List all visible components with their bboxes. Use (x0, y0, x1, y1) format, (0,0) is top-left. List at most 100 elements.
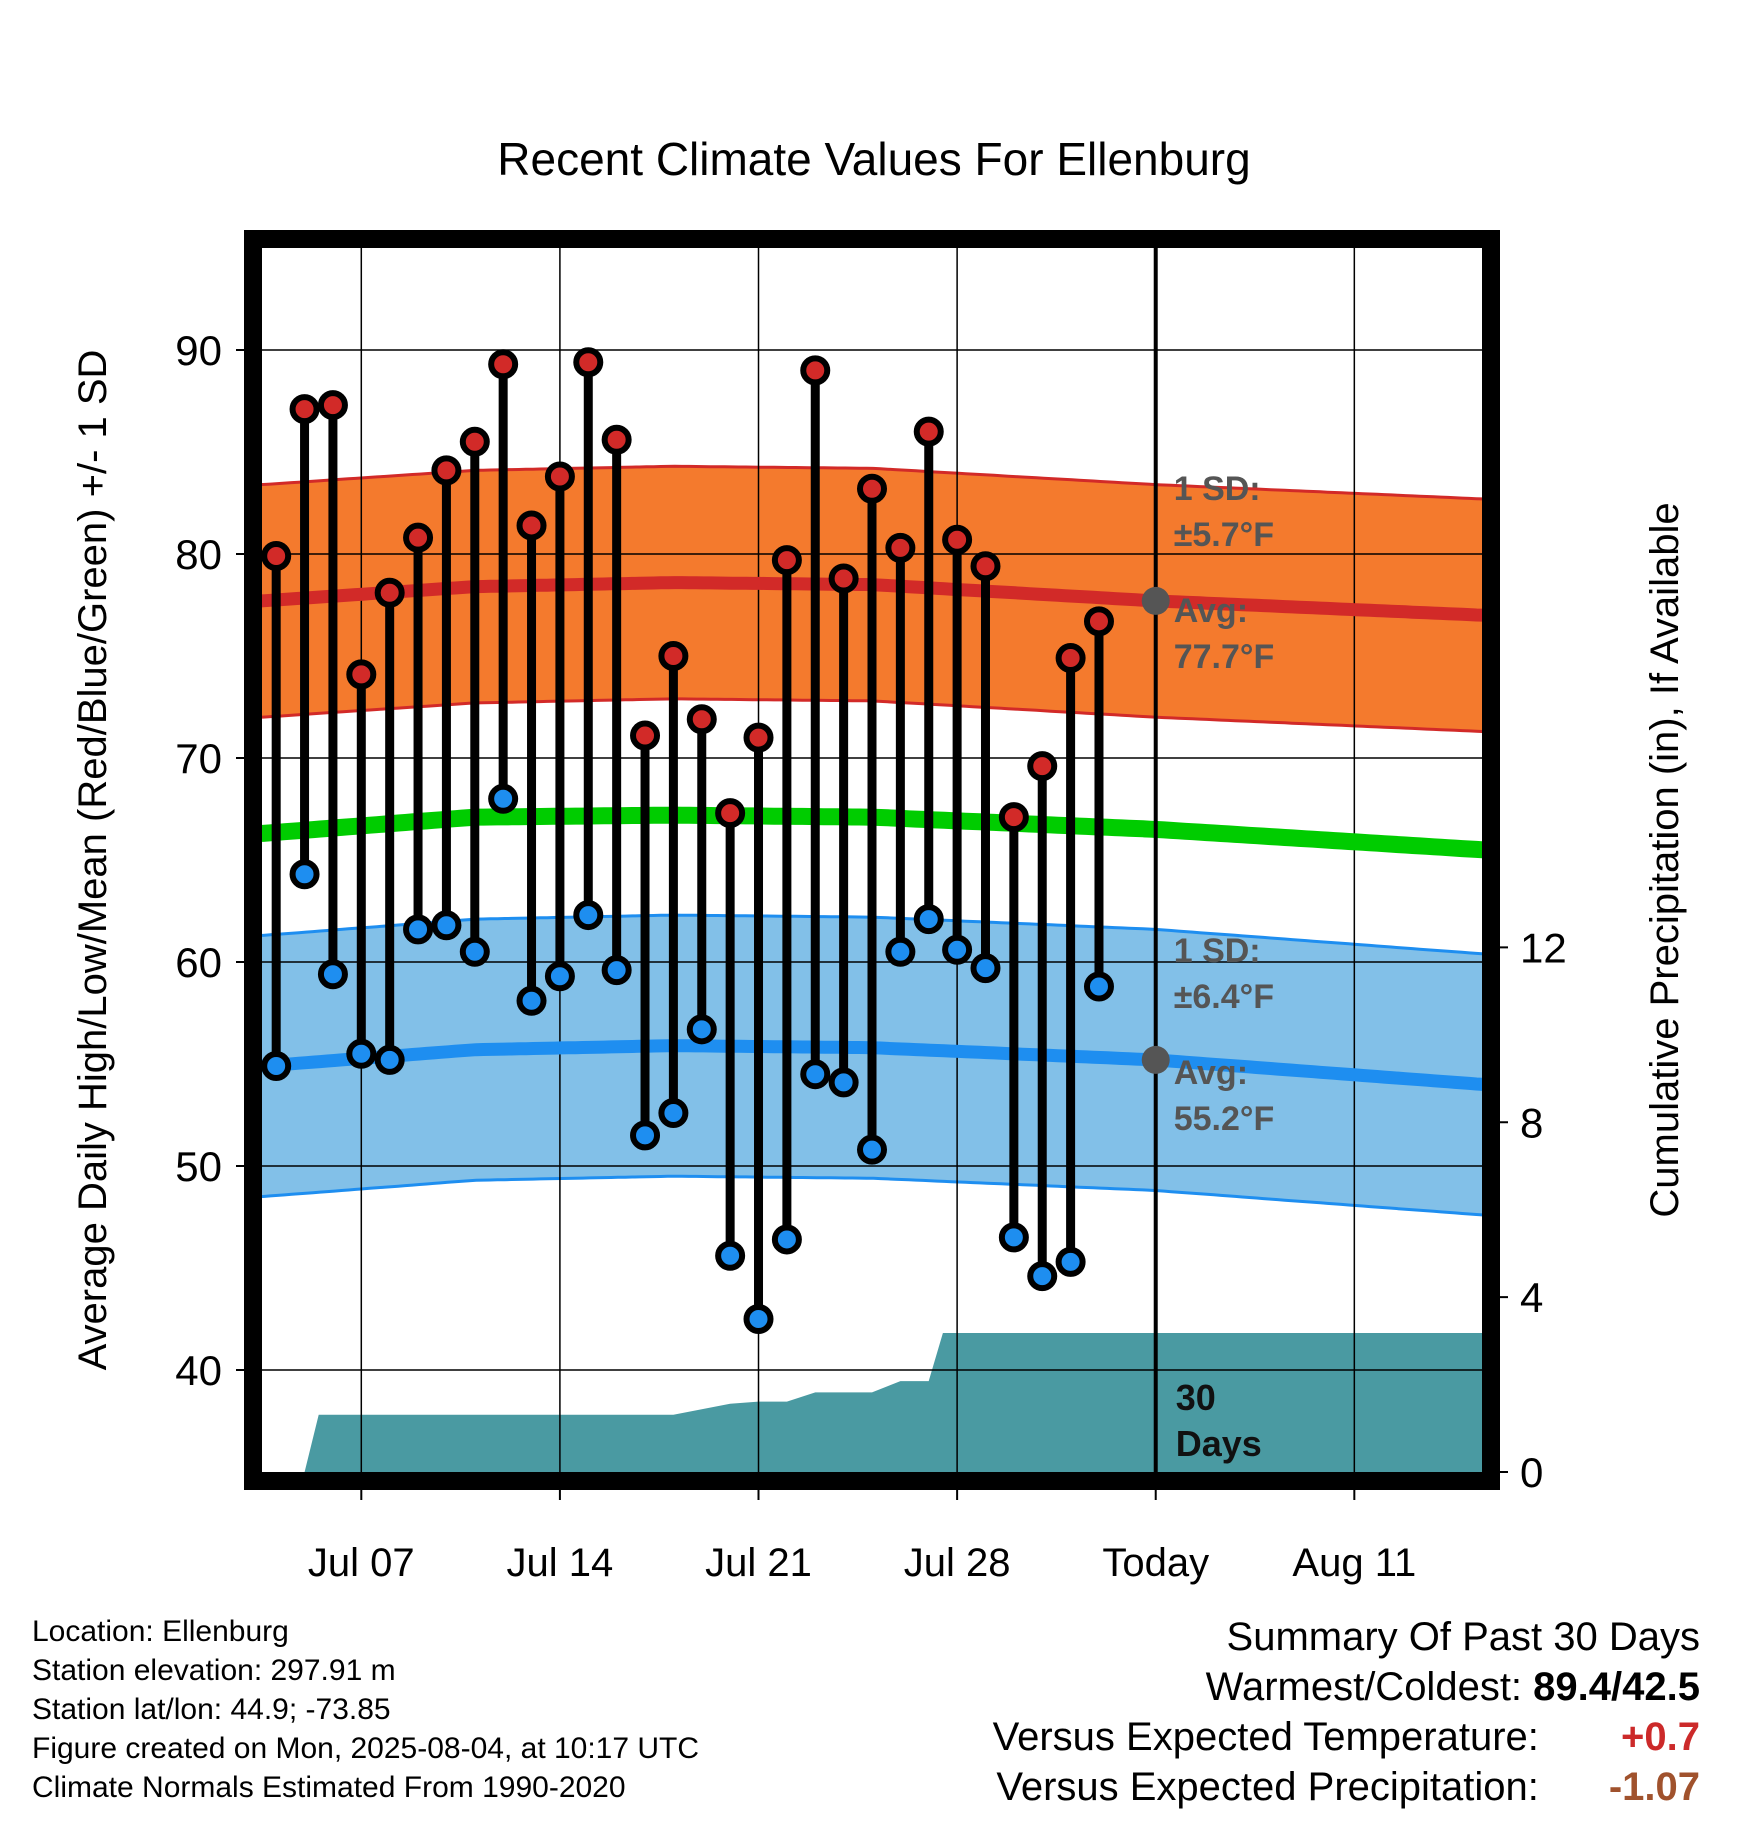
high-sd-label: 1 SD: (1174, 470, 1261, 508)
obs-high-point (998, 802, 1029, 833)
y2-tick-label: 8 (1520, 1099, 1543, 1146)
obs-low-point (658, 1097, 689, 1128)
obs-low-point (715, 1240, 746, 1271)
obs-high-point (743, 722, 774, 753)
y-tick-label: 50 (175, 1143, 222, 1190)
plot-area (262, 248, 1482, 1472)
obs-low-point (374, 1044, 405, 1075)
climate-chart: Recent Climate Values For Ellenburg 1 SD:… (71, 133, 1687, 1585)
obs-high-point (913, 416, 944, 447)
obs-low-point (998, 1222, 1029, 1253)
temp-label: Versus Expected Temperature: (992, 1715, 1539, 1759)
obs-low-point (1083, 971, 1114, 1002)
obs-low-point (857, 1134, 887, 1165)
station-info: Location: Ellenburg Station elevation: 2… (32, 1612, 699, 1807)
obs-high-point (601, 424, 632, 455)
obs-low-point (459, 936, 490, 967)
obs-low-point (913, 904, 944, 935)
obs-low-point (601, 955, 632, 986)
obs-high-point (1055, 643, 1086, 674)
obs-high-point (970, 551, 1001, 582)
chart-title: Recent Climate Values For Ellenburg (497, 133, 1250, 185)
obs-low-point (630, 1120, 661, 1151)
y2-tick-label: 12 (1520, 924, 1567, 971)
obs-low-point (1055, 1246, 1086, 1277)
obs-low-point (431, 910, 462, 941)
obs-high-point (488, 349, 519, 380)
obs-high-point (573, 347, 604, 378)
x-tick-label: Jul 07 (308, 1541, 415, 1585)
y-tick-label: 60 (175, 939, 222, 986)
obs-high-point (317, 390, 348, 421)
obs-low-point (686, 1014, 717, 1045)
elevation-text: Station elevation: 297.91 m (32, 1654, 396, 1687)
precip-area (304, 1333, 1482, 1472)
obs-high-point (800, 355, 831, 386)
today-low-avg-marker (1141, 1045, 1170, 1074)
days-count-label: 30 (1176, 1377, 1216, 1418)
y-tick-label: 40 (175, 1347, 222, 1394)
obs-low-point (970, 953, 1001, 984)
high-sd-value: ±5.7°F (1174, 516, 1274, 554)
low-sd-value: ±6.4°F (1174, 978, 1274, 1016)
low-avg-value: 55.2°F (1174, 1100, 1275, 1138)
obs-high-point (771, 545, 802, 576)
obs-high-point (346, 659, 377, 690)
obs-low-point (743, 1304, 774, 1334)
obs-high-point (885, 532, 916, 563)
location-text: Location: Ellenburg (32, 1615, 289, 1648)
days-word-label: Days (1176, 1423, 1262, 1464)
obs-high-point (1027, 751, 1058, 782)
y2-axis-title: Cumulative Precipitation (in), If Availa… (1643, 502, 1687, 1217)
temp-value: +0.7 (1621, 1715, 1700, 1759)
obs-high-point (289, 394, 320, 425)
obs-low-point (289, 859, 320, 890)
y-tick-label: 90 (175, 327, 222, 374)
obs-low-point (771, 1224, 802, 1255)
obs-high-point (658, 641, 689, 671)
normals-text: Climate Normals Estimated From 1990-2020 (32, 1771, 626, 1804)
warm-cold-value: 89.4/42.5 (1533, 1665, 1700, 1709)
y-tick-label: 80 (175, 531, 222, 578)
x-tick-label: Aug 11 (1292, 1541, 1416, 1585)
obs-high-point (459, 426, 490, 457)
obs-high-point (630, 720, 661, 751)
y2-tick-label: 4 (1520, 1274, 1543, 1321)
summary-temp: Versus Expected Temperature: +0.7 (993, 1712, 1700, 1762)
obs-low-point (346, 1038, 377, 1069)
obs-low-point (317, 959, 348, 990)
obs-low-point (885, 936, 916, 967)
low-avg-label: Avg: (1174, 1054, 1248, 1092)
y2-tick-label: 0 (1520, 1449, 1543, 1496)
obs-low-point (1027, 1261, 1058, 1292)
x-tick-label: Jul 28 (904, 1541, 1011, 1585)
summary-precip: Versus Expected Precipitation: -1.07 (993, 1762, 1700, 1812)
obs-high-point (403, 522, 434, 553)
obs-high-point (262, 541, 292, 572)
obs-high-point (374, 577, 405, 608)
obs-high-point (1083, 606, 1114, 637)
obs-low-point (516, 985, 547, 1016)
summary-panel: Summary Of Past 30 Days Warmest/Coldest:… (993, 1612, 1700, 1812)
x-tick-label: Jul 21 (705, 1541, 812, 1585)
obs-high-point (686, 704, 717, 735)
summary-title: Summary Of Past 30 Days (1226, 1615, 1700, 1659)
created-text: Figure created on Mon, 2025-08-04, at 10… (32, 1732, 700, 1765)
obs-high-point (715, 798, 746, 829)
obs-low-point (544, 961, 575, 992)
high-avg-value: 77.7°F (1174, 638, 1275, 676)
obs-low-point (573, 900, 604, 931)
obs-high-point (828, 563, 859, 594)
precip-label: Versus Expected Precipitation: (996, 1765, 1539, 1809)
low-sd-lower-line (262, 1174, 1482, 1217)
obs-low-point (488, 783, 519, 814)
y-axis-title: Average Daily High/Low/Mean (Red/Blue/Gr… (71, 350, 115, 1371)
obs-high-point (544, 461, 575, 492)
precip-value: -1.07 (1608, 1765, 1700, 1809)
obs-high-point (942, 524, 973, 555)
obs-high-point (431, 455, 462, 486)
summary-warm-cold: Warmest/Coldest: 89.4/42.5 (993, 1662, 1700, 1712)
latlon-text: Station lat/lon: 44.9; -73.85 (32, 1693, 391, 1726)
x-tick-label: Jul 14 (507, 1541, 614, 1585)
warm-cold-label: Warmest/Coldest: (1205, 1665, 1523, 1709)
